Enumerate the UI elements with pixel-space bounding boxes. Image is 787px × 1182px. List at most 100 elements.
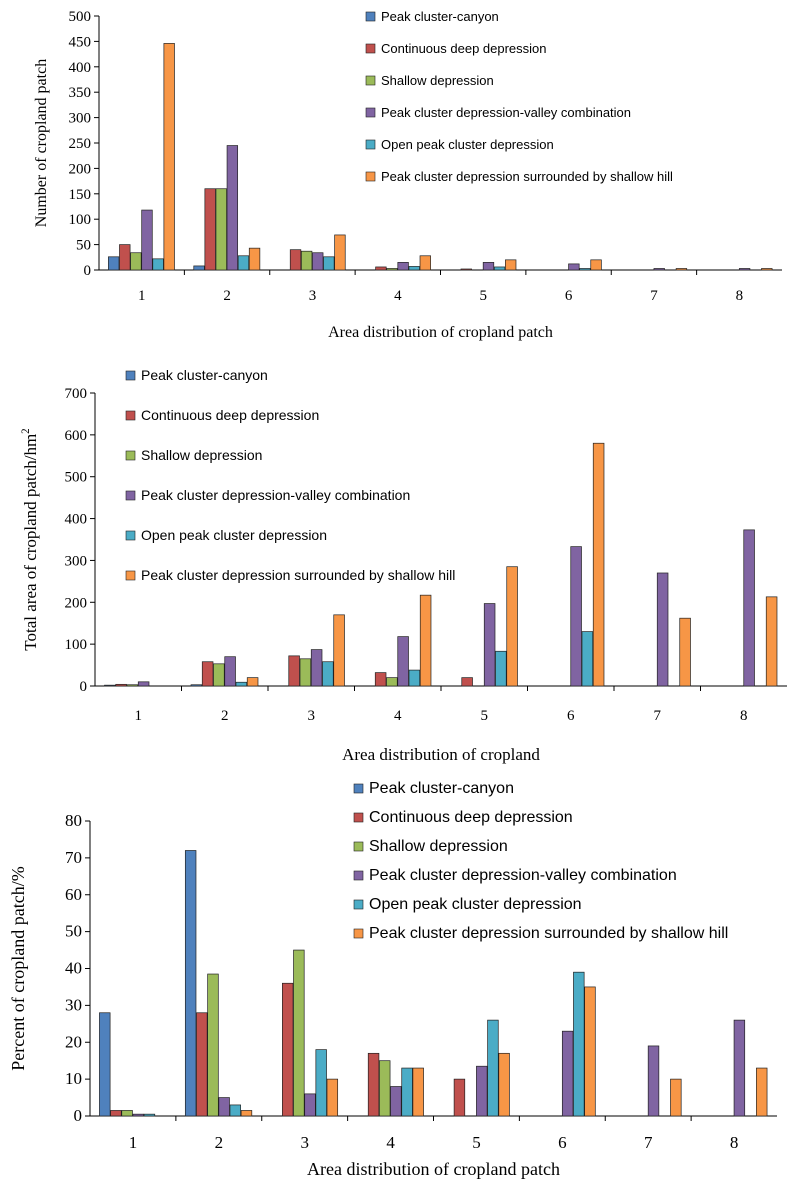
y-axis-title: Total area of cropland patch/hm2 [20, 428, 40, 650]
legend-swatch-shallow-depression [125, 450, 136, 461]
y-tick-label: 10 [65, 1069, 82, 1088]
legend-swatch-peak-cluster-depression-valley-combination [353, 870, 364, 881]
bar-peak-cluster-depression-valley-combination [397, 636, 409, 687]
y-tick-label: 500 [65, 470, 88, 486]
x-axis-title: Area distribution of cropland [342, 745, 540, 764]
y-tick-label: 30 [65, 995, 82, 1014]
legend-label-shallow-depression: Shallow depression [141, 447, 262, 463]
bar-peak-cluster-depression-valley-combination [390, 1086, 402, 1117]
legend-swatch-peak-cluster-depression-valley-combination [365, 107, 376, 118]
bar-peak-cluster-depression-surrounded-by-shallow-hill [248, 247, 261, 271]
bar-peak-cluster-canyon [190, 684, 203, 687]
y-tick-label: 40 [65, 959, 82, 978]
x-tick-label: 8 [736, 288, 744, 304]
bar-peak-cluster-depression-surrounded-by-shallow-hill [756, 1067, 768, 1117]
bar-peak-cluster-depression-valley-combination [733, 1019, 746, 1117]
legend-swatch-peak-cluster-depression-surrounded-by-shallow-hill [353, 928, 364, 939]
bar-continuous-deep-depression [119, 244, 131, 271]
y-tick-label: 500 [69, 9, 92, 25]
bar-open-peak-cluster-depression [493, 266, 506, 271]
y-axis-title: Number of cropland patch [33, 59, 50, 227]
bar-peak-cluster-depression-surrounded-by-shallow-hill [419, 594, 432, 687]
bar-peak-cluster-depression-surrounded-by-shallow-hill [505, 259, 517, 271]
bar-peak-cluster-depression-surrounded-by-shallow-hill [584, 986, 596, 1117]
bar-peak-cluster-depression-valley-combination [483, 603, 496, 687]
bar-open-peak-cluster-depression [581, 631, 594, 687]
y-tick-label: 400 [69, 60, 92, 76]
bar-peak-cluster-depression-surrounded-by-shallow-hill [240, 1110, 253, 1117]
bar-shallow-depression [293, 949, 305, 1117]
bar-shallow-depression [126, 684, 139, 687]
x-tick-label: 5 [481, 708, 489, 724]
x-tick-label: 3 [308, 708, 316, 724]
bar-peak-cluster-canyon [104, 684, 116, 687]
legend-label-shallow-depression: Shallow depression [369, 838, 508, 855]
bar-peak-cluster-canyon [184, 850, 197, 1117]
bar-open-peak-cluster-depression [401, 1067, 413, 1117]
legend-swatch-open-peak-cluster-depression [125, 530, 136, 541]
bar-continuous-deep-depression [288, 655, 300, 687]
bar-peak-cluster-depression-surrounded-by-shallow-hill [670, 1078, 682, 1117]
x-axis-title: Area distribution of cropland patch [328, 324, 553, 341]
bar-open-peak-cluster-depression [237, 255, 250, 271]
bar-continuous-deep-depression [453, 1078, 466, 1117]
y-axis-title-superscript: 2 [20, 428, 32, 434]
chart-number-of-patches-svg: 0 50 100 150 200 250 300 350 400 450 500 1 2 3 4 5 6 7 8 Ar… [33, 9, 782, 341]
bar-peak-cluster-depression-valley-combination [312, 252, 324, 271]
bar-peak-cluster-depression-valley-combination [568, 263, 580, 271]
bar-peak-cluster-depression-surrounded-by-shallow-hill [506, 566, 518, 687]
bar-peak-cluster-depression-surrounded-by-shallow-hill [246, 677, 259, 687]
legend-swatch-open-peak-cluster-depression [365, 139, 376, 150]
bar-shallow-depression [213, 663, 225, 687]
y-axis-title: Percent of cropland patch/% [8, 866, 28, 1070]
bar-peak-cluster-depression-surrounded-by-shallow-hill [679, 617, 691, 687]
legend-swatch-peak-cluster-canyon [353, 783, 364, 794]
x-tick-label: 3 [309, 288, 317, 304]
bar-continuous-deep-depression [460, 268, 472, 271]
bar-shallow-depression [130, 252, 142, 271]
bar-shallow-depression [300, 250, 313, 271]
x-tick-label: 5 [479, 288, 487, 304]
y-tick-label: 70 [65, 848, 82, 867]
bar-continuous-deep-depression [375, 266, 387, 271]
x-tick-label: 4 [394, 288, 402, 304]
bar-continuous-deep-depression [374, 672, 387, 687]
y-tick-label: 0 [84, 263, 92, 279]
y-axis-title-text: Percent of cropland patch/% [8, 866, 28, 1070]
legend-swatch-peak-cluster-canyon [125, 370, 136, 381]
bar-peak-cluster-depression-valley-combination [141, 209, 153, 271]
bar-open-peak-cluster-depression [315, 1049, 327, 1117]
legend-swatch-peak-cluster-canyon [365, 11, 376, 22]
bar-shallow-depression [379, 1060, 391, 1117]
legend-swatch-continuous-deep-depression [365, 43, 376, 54]
legend-label-peak-cluster-canyon: Peak cluster-canyon [381, 9, 499, 24]
y-tick-label: 0 [74, 1106, 83, 1125]
bar-peak-cluster-depression-valley-combination [137, 681, 150, 687]
legend-label-open-peak-cluster-depression: Open peak cluster depression [381, 137, 554, 152]
bar-peak-cluster-depression-valley-combination [570, 546, 582, 687]
y-tick-label: 400 [65, 512, 88, 528]
bar-peak-cluster-depression-valley-combination [226, 145, 239, 271]
bar-peak-cluster-depression-valley-combination [310, 649, 323, 687]
bar-peak-cluster-depression-surrounded-by-shallow-hill [498, 1052, 510, 1117]
y-tick-label: 100 [65, 637, 88, 653]
x-tick-label: 6 [567, 708, 575, 724]
bar-peak-cluster-depression-valley-combination [218, 1097, 230, 1117]
bar-peak-cluster-depression-valley-combination [476, 1065, 488, 1117]
legend-label-peak-cluster-canyon: Peak cluster-canyon [141, 368, 268, 383]
bar-peak-cluster-depression-valley-combination [132, 1113, 144, 1117]
bar-peak-cluster-depression-valley-combination [224, 656, 236, 687]
y-tick-label: 350 [69, 85, 92, 101]
bar-peak-cluster-depression-surrounded-by-shallow-hill [419, 255, 431, 271]
bar-continuous-deep-depression [110, 1110, 122, 1117]
legend-label-continuous-deep-depression: Continuous deep depression [141, 407, 319, 423]
chart-percent-of-patches: 0 10 20 30 40 50 60 70 80 1 2 3 4 5 6 7 8 Area distributi… [0, 770, 787, 1182]
x-tick-label: 1 [138, 288, 146, 304]
bar-peak-cluster-depression-surrounded-by-shallow-hill [765, 596, 778, 687]
y-tick-label: 450 [69, 34, 92, 50]
bar-peak-cluster-depression-valley-combination [397, 262, 409, 271]
x-tick-label: 7 [654, 708, 662, 724]
x-tick-label: 7 [644, 1133, 653, 1152]
bar-peak-cluster-depression-valley-combination [482, 262, 495, 271]
bar-continuous-deep-depression [201, 661, 214, 687]
